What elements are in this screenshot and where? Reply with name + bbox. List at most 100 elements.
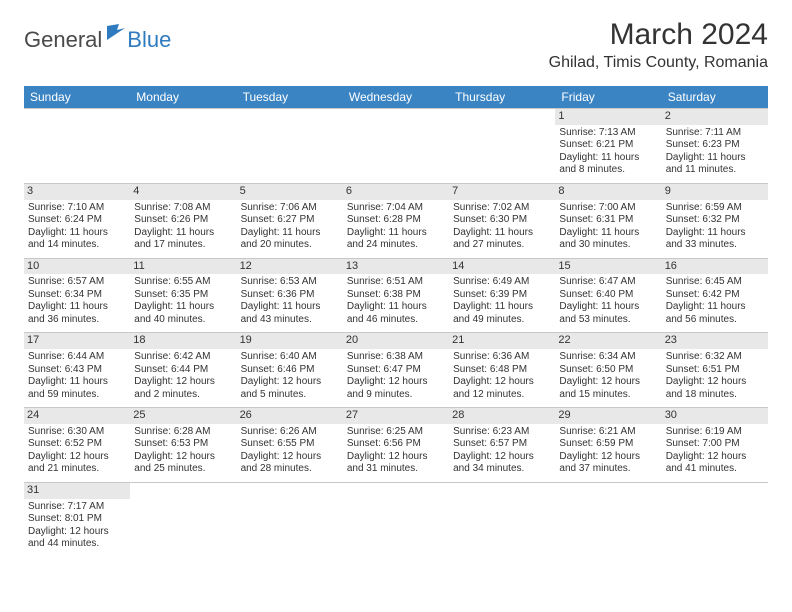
day-number: 10 [24,259,130,275]
day-cell: 8Sunrise: 7:00 AMSunset: 6:31 PMDaylight… [555,183,661,258]
sunrise: Sunrise: 7:13 AM [559,127,657,140]
logo-text-general: General [24,27,102,53]
day-number: 14 [449,259,555,275]
sunset: Sunset: 6:21 PM [559,139,657,152]
daylight: Daylight: 12 hours and 44 minutes. [28,526,126,551]
day-number: 19 [237,333,343,349]
sunset: Sunset: 6:47 PM [347,364,445,377]
page-header: General Blue March 2024 Ghilad, Timis Co… [24,18,768,78]
day-number: 26 [237,408,343,424]
sunrise: Sunrise: 6:38 AM [347,351,445,364]
week-row: 10Sunrise: 6:57 AMSunset: 6:34 PMDayligh… [24,258,768,333]
sunrise: Sunrise: 6:28 AM [134,426,232,439]
week-row: 31Sunrise: 7:17 AMSunset: 8:01 PMDayligh… [24,482,768,556]
day-number: 18 [130,333,236,349]
sunset: Sunset: 6:43 PM [28,364,126,377]
sunset: Sunset: 6:24 PM [28,214,126,227]
day-cell [24,109,130,184]
daylight: Daylight: 12 hours and 9 minutes. [347,376,445,401]
sunset: Sunset: 8:01 PM [28,513,126,526]
sunrise: Sunrise: 6:34 AM [559,351,657,364]
day-number: 27 [343,408,449,424]
day-number: 9 [662,184,768,200]
daylight: Daylight: 11 hours and 59 minutes. [28,376,126,401]
calendar-table: Sunday Monday Tuesday Wednesday Thursday… [24,86,768,557]
sunset: Sunset: 6:59 PM [559,438,657,451]
day-number: 4 [130,184,236,200]
sunrise: Sunrise: 6:45 AM [666,276,764,289]
daylight: Daylight: 11 hours and 20 minutes. [241,227,339,252]
day-cell: 28Sunrise: 6:23 AMSunset: 6:57 PMDayligh… [449,408,555,483]
sunrise: Sunrise: 6:23 AM [453,426,551,439]
day-number: 16 [662,259,768,275]
sunset: Sunset: 6:52 PM [28,438,126,451]
daylight: Daylight: 12 hours and 25 minutes. [134,451,232,476]
day-number: 2 [662,109,768,125]
day-number: 24 [24,408,130,424]
col-wednesday: Wednesday [343,86,449,109]
sunrise: Sunrise: 6:59 AM [666,202,764,215]
day-number: 20 [343,333,449,349]
sunrise: Sunrise: 6:19 AM [666,426,764,439]
sunset: Sunset: 6:50 PM [559,364,657,377]
day-number: 13 [343,259,449,275]
sunrise: Sunrise: 7:10 AM [28,202,126,215]
day-number: 29 [555,408,661,424]
day-number: 1 [555,109,661,125]
day-cell: 21Sunrise: 6:36 AMSunset: 6:48 PMDayligh… [449,333,555,408]
day-number: 30 [662,408,768,424]
day-cell: 29Sunrise: 6:21 AMSunset: 6:59 PMDayligh… [555,408,661,483]
daylight: Daylight: 11 hours and 53 minutes. [559,301,657,326]
day-header-row: Sunday Monday Tuesday Wednesday Thursday… [24,86,768,109]
day-number: 6 [343,184,449,200]
day-cell: 11Sunrise: 6:55 AMSunset: 6:35 PMDayligh… [130,258,236,333]
sunrise: Sunrise: 6:40 AM [241,351,339,364]
logo: General Blue [24,24,171,55]
sunset: Sunset: 6:56 PM [347,438,445,451]
daylight: Daylight: 11 hours and 30 minutes. [559,227,657,252]
daylight: Daylight: 11 hours and 40 minutes. [134,301,232,326]
day-number: 12 [237,259,343,275]
daylight: Daylight: 11 hours and 49 minutes. [453,301,551,326]
day-cell: 14Sunrise: 6:49 AMSunset: 6:39 PMDayligh… [449,258,555,333]
daylight: Daylight: 12 hours and 12 minutes. [453,376,551,401]
sunset: Sunset: 6:36 PM [241,289,339,302]
day-cell: 31Sunrise: 7:17 AMSunset: 8:01 PMDayligh… [24,482,130,556]
day-number: 23 [662,333,768,349]
day-cell: 17 Sunrise: 6:44 AMSunset: 6:43 PMDayligh… [24,333,130,408]
day-number [449,483,555,499]
sunset: Sunset: 6:23 PM [666,139,764,152]
sunset: Sunset: 6:38 PM [347,289,445,302]
sunrise: Sunrise: 7:04 AM [347,202,445,215]
daylight: Daylight: 11 hours and 14 minutes. [28,227,126,252]
day-cell: 9Sunrise: 6:59 AMSunset: 6:32 PMDaylight… [662,183,768,258]
month-title: March 2024 [549,18,768,52]
daylight: Daylight: 11 hours and 43 minutes. [241,301,339,326]
sunrise: Sunrise: 6:44 AM [28,351,126,364]
sunrise: Sunrise: 6:47 AM [559,276,657,289]
day-number [237,483,343,499]
daylight: Daylight: 12 hours and 5 minutes. [241,376,339,401]
sunset: Sunset: 6:44 PM [134,364,232,377]
day-cell: 18Sunrise: 6:42 AMSunset: 6:44 PMDayligh… [130,333,236,408]
day-cell: 19 Sunrise: 6:40 AMSunset: 6:46 PMDayligh… [237,333,343,408]
daylight: Daylight: 12 hours and 21 minutes. [28,451,126,476]
sunrise: Sunrise: 6:21 AM [559,426,657,439]
day-cell: 16Sunrise: 6:45 AMSunset: 6:42 PMDayligh… [662,258,768,333]
day-cell: 13Sunrise: 6:51 AMSunset: 6:38 PMDayligh… [343,258,449,333]
sunrise: Sunrise: 7:17 AM [28,501,126,514]
daylight: Daylight: 12 hours and 2 minutes. [134,376,232,401]
day-cell [130,109,236,184]
day-cell [449,482,555,556]
day-cell: 24Sunrise: 6:30 AMSunset: 6:52 PMDayligh… [24,408,130,483]
sunset: Sunset: 6:46 PM [241,364,339,377]
day-number: 28 [449,408,555,424]
day-cell [343,109,449,184]
day-number: 17 [24,333,130,349]
sunrise: Sunrise: 6:49 AM [453,276,551,289]
daylight: Daylight: 12 hours and 41 minutes. [666,451,764,476]
sunset: Sunset: 6:51 PM [666,364,764,377]
day-number [343,109,449,125]
daylight: Daylight: 11 hours and 36 minutes. [28,301,126,326]
daylight: Daylight: 11 hours and 27 minutes. [453,227,551,252]
